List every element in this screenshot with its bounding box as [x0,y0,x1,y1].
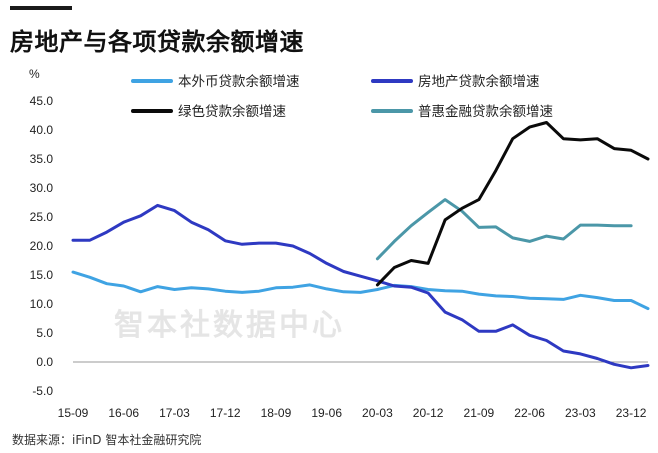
y-tick-label: 5.0 [36,326,53,340]
x-tick-label: 23-12 [616,406,647,420]
series-line-4 [375,198,633,261]
series-lines [71,121,650,370]
x-axis: 15-09 16-06 17-03 17-12 18-09 19-06 20-03 20-12… [58,361,648,420]
x-tick-label: 15-09 [58,406,89,420]
x-tick-label: 19-06 [311,406,342,420]
title-accent-bar [10,6,72,10]
series-line-2 [71,203,650,370]
y-tick-label: 20.0 [30,239,54,253]
y-tick-label: 0.0 [36,355,53,369]
y-tick-label: 10.0 [30,297,54,311]
x-tick-label: 16-06 [108,406,139,420]
legend-label: 房地产贷款余额增速 [418,73,540,89]
legend-label: 本外币贷款余额增速 [178,73,300,89]
y-tick-label: 15.0 [30,268,54,282]
legend-label: 普惠金融贷款余额增速 [418,103,553,119]
x-tick-label: 18-09 [261,406,292,420]
y-axis: -5.0 0.0 5.0 10.0 15.0 20.0 25.0 30.0 35.0 40.0 45… [30,94,54,398]
legend-label: 绿色贷款余额增速 [178,103,286,119]
y-tick-label: 25.0 [30,210,54,224]
chart-title: 房地产与各项贷款余额增速 [10,28,304,56]
y-tick-label: 40.0 [30,123,54,137]
y-tick-label: 35.0 [30,152,54,166]
source-note: 数据来源：iFinD 智本社金融研究院 [12,433,202,447]
x-tick-label: 20-12 [413,406,444,420]
x-tick-label: 17-03 [159,406,190,420]
x-tick-label: 21-09 [464,406,495,420]
x-tick-label: 17-12 [210,406,241,420]
watermark: 智本社数据中心 [114,308,345,343]
x-tick-label: 22-06 [514,406,545,420]
x-tick-label: 20-03 [362,406,393,420]
y-axis-unit: % [29,67,40,81]
series-line-1 [71,270,650,311]
y-tick-label: 45.0 [30,94,54,108]
y-tick-label: 30.0 [30,181,54,195]
x-tick-label: 23-03 [565,406,596,420]
series-line-3 [375,121,650,287]
y-tick-label: -5.0 [32,384,53,398]
